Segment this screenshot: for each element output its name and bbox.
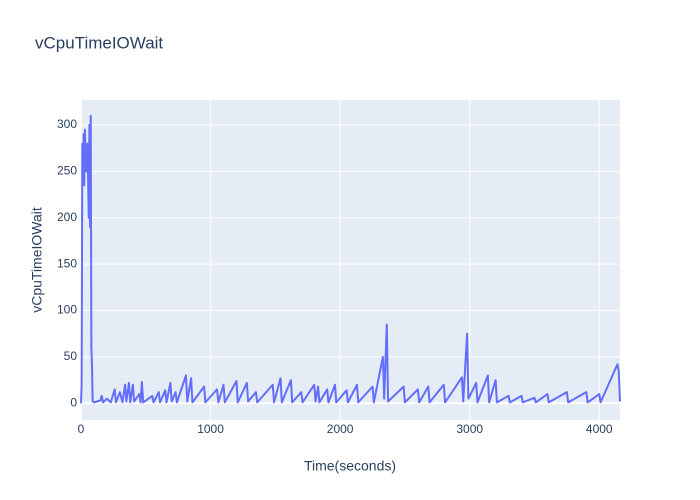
y-tick-label: 50 <box>64 349 78 363</box>
y-axis-title: vCpuTimeIOWait <box>29 207 45 313</box>
y-tick-label: 150 <box>57 256 77 270</box>
plot-area <box>81 100 620 420</box>
y-tick-label: 100 <box>57 303 77 317</box>
y-tick-label: 250 <box>57 164 77 178</box>
x-tick-label: 3000 <box>456 422 483 436</box>
y-tick-label: 200 <box>57 210 77 224</box>
x-tick-label: 4000 <box>586 422 613 436</box>
x-tick-label: 0 <box>78 422 85 436</box>
chart-title: vCpuTimeIOWait <box>35 33 163 52</box>
data-line <box>80 114 621 404</box>
y-tick-label: 300 <box>57 117 77 131</box>
x-axis-title: Time(seconds) <box>304 458 396 474</box>
x-tick-label: 2000 <box>327 422 354 436</box>
y-tick-label: 0 <box>70 395 77 409</box>
x-tick-label: 1000 <box>197 422 224 436</box>
